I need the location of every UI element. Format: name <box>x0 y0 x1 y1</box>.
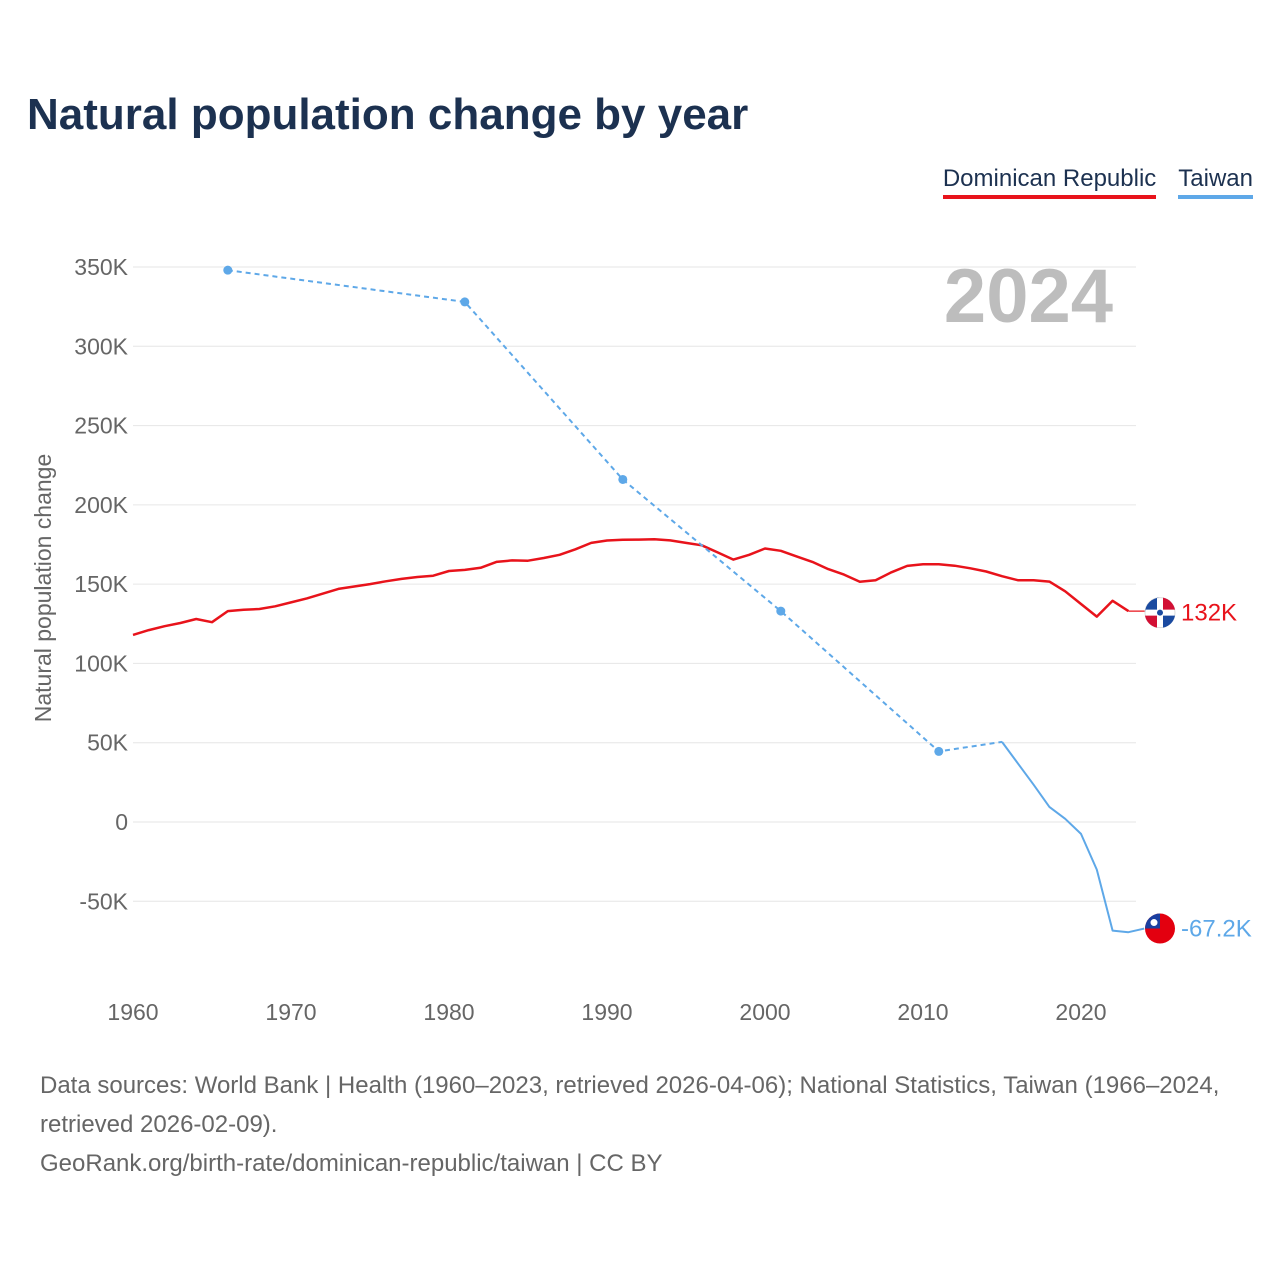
y-tick-label: 300K <box>74 333 128 359</box>
data-point-taiwan <box>618 474 628 484</box>
data-point-taiwan <box>776 606 786 616</box>
flag-quadrant <box>1163 597 1175 610</box>
footer: Data sources: World Bank | Health (1960–… <box>40 1066 1250 1183</box>
x-tick-labels: 1960 1970 1980 1990 2000 2010 2020 <box>107 999 1106 1025</box>
data-point-taiwan <box>460 297 470 307</box>
y-tick-label: 200K <box>74 492 128 518</box>
year-watermark: 2024 <box>944 254 1113 339</box>
data-sources: Data sources: World Bank | Health (1960–… <box>40 1072 1220 1138</box>
flag-sun <box>1150 919 1158 927</box>
grid-lines <box>133 266 1136 902</box>
y-tick-label: -50K <box>79 888 128 914</box>
x-tick-label: 1960 <box>107 999 158 1025</box>
y-tick-label: 0 <box>115 809 128 835</box>
y-tick-label: 250K <box>74 413 128 439</box>
y-tick-label: 50K <box>87 730 129 756</box>
series-line-dominican-republic <box>132 538 1130 637</box>
end-markers: 132K -67.2K <box>1144 597 1252 944</box>
series-line-taiwan <box>1001 741 1145 934</box>
y-tick-label: 150K <box>74 571 128 597</box>
flag-quadrant <box>1145 597 1160 613</box>
flag-quadrant <box>1145 615 1157 628</box>
end-label-taiwan: -67.2K <box>1181 916 1252 943</box>
legend: Dominican Republic Taiwan <box>942 165 1253 199</box>
legend-item-taiwan[interactable]: Taiwan <box>1178 165 1253 199</box>
flag-taiwan-icon <box>1145 913 1175 944</box>
legend-item-taiwan-label: Taiwan <box>1178 165 1253 192</box>
flag-quadrant <box>1163 615 1175 628</box>
x-tick-label: 1990 <box>581 999 632 1025</box>
legend-item-dominican-republic[interactable]: Dominican Republic <box>942 165 1157 199</box>
x-tick-label: 1980 <box>423 999 474 1025</box>
x-tick-label: 2010 <box>897 999 948 1025</box>
series-dashed-taiwan <box>227 269 1003 753</box>
chart-title: Natural population change by year <box>27 90 749 139</box>
flag-emblem <box>1157 609 1163 616</box>
x-tick-label: 2000 <box>739 999 790 1025</box>
y-tick-label: 350K <box>74 254 128 280</box>
flag-dominican-republic-icon <box>1144 597 1176 629</box>
data-point-taiwan <box>223 265 233 275</box>
y-tick-labels: 350K 300K 250K 200K 150K 100K 50K 0 -50K <box>74 254 128 914</box>
x-tick-label: 2020 <box>1055 999 1106 1025</box>
x-tick-label: 1970 <box>265 999 316 1025</box>
y-axis-label: Natural population change <box>30 454 56 723</box>
credit-link[interactable]: GeoRank.org/birth-rate/dominican-republi… <box>40 1150 663 1177</box>
data-point-taiwan <box>934 746 944 756</box>
end-label-dominican-republic: 132K <box>1181 600 1237 627</box>
line-chart: 2024 350K 300K 250K 200K 150K 100K 50K 0 -50K 19… <box>30 254 1252 1025</box>
series-layer <box>132 265 1161 934</box>
y-tick-label: 100K <box>74 650 128 676</box>
